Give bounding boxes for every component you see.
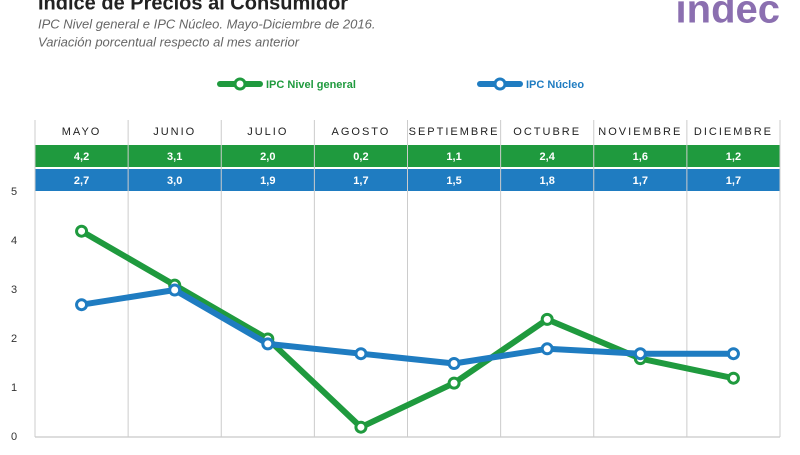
point [447, 357, 461, 370]
legend-label: IPC Nivel general [266, 79, 356, 91]
legend-marker [233, 77, 247, 91]
point [447, 376, 461, 390]
x-tick-label: AGOSTO [332, 126, 391, 138]
point [75, 224, 89, 238]
x-tick-label: MAYO [62, 126, 102, 138]
value-label: 2,0 [260, 151, 275, 163]
value-label: 1,1 [446, 151, 461, 163]
x-tick-label: JUNIO [153, 126, 196, 138]
y-tick-label: 5 [11, 186, 17, 198]
y-tick-label: 2 [11, 333, 17, 345]
chart-title: Índice de Precios al Consumidor [38, 0, 348, 14]
point [168, 283, 182, 297]
chart-subtitle: IPC Nivel general e IPC Núcleo. Mayo-Dic… [38, 16, 375, 31]
x-tick-label: OCTUBRE [513, 126, 581, 138]
point [540, 342, 554, 356]
point [75, 298, 89, 312]
value-label: 1,9 [260, 175, 275, 187]
value-label: 3,1 [167, 151, 182, 163]
value-label: 2,4 [540, 151, 556, 163]
value-label: 1,5 [446, 175, 461, 187]
value-label: 1,6 [633, 151, 648, 163]
x-tick-label: JULIO [247, 126, 288, 138]
value-label: 2,7 [74, 175, 89, 187]
y-tick-label: 1 [11, 382, 17, 394]
point [726, 347, 740, 361]
x-tick-label: NOVIEMBRE [598, 126, 682, 138]
value-label: 1,2 [726, 151, 741, 163]
value-label: 1,7 [726, 175, 741, 187]
point [354, 347, 368, 361]
point [261, 337, 275, 351]
x-tick-label: DICIEMBRE [694, 126, 773, 138]
legend-marker [493, 77, 507, 91]
logo: indec [676, 0, 780, 32]
value-label: 0,2 [353, 151, 368, 163]
value-label: 4,2 [74, 151, 89, 163]
point [540, 312, 554, 326]
legend-label: IPC Núcleo [526, 79, 584, 91]
y-tick-label: 4 [11, 235, 17, 247]
y-tick-label: 0 [11, 431, 17, 443]
x-tick-label: SEPTIEMBRE [409, 126, 500, 138]
chart-subtitle: Variación porcentual respecto al mes ant… [38, 34, 300, 49]
value-label: 1,7 [353, 175, 368, 187]
value-label: 3,0 [167, 175, 182, 187]
point [354, 420, 368, 434]
point [633, 347, 647, 361]
value-label: 1,7 [633, 175, 648, 187]
y-tick-label: 3 [11, 284, 17, 296]
series-line [81, 287, 734, 367]
value-label: 1,8 [540, 175, 555, 187]
point [726, 371, 740, 385]
